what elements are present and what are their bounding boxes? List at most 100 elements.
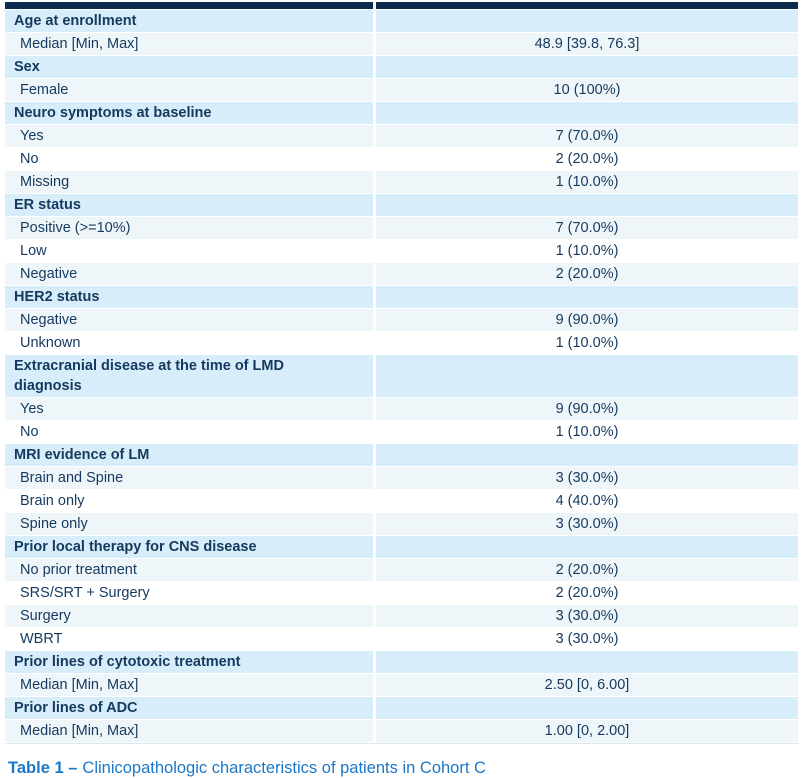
section-header-value-cell <box>376 286 798 308</box>
table-row: Negative 9 (90.0%) <box>5 309 798 331</box>
row-value: 10 (100%) <box>376 79 798 101</box>
caption-table-number: Table 1 – <box>8 759 78 777</box>
row-label: Female <box>5 79 373 101</box>
row-label: No prior treatment <box>5 559 373 581</box>
table-row: Median [Min, Max] 48.9 [39.8, 76.3] <box>5 33 798 55</box>
row-value: 2 (20.0%) <box>376 263 798 285</box>
section-header-value-cell <box>376 102 798 124</box>
row-label: Median [Min, Max] <box>5 674 373 696</box>
table-row: Surgery 3 (30.0%) <box>5 605 798 627</box>
row-value: 3 (30.0%) <box>376 628 798 650</box>
section-header-value-cell <box>376 10 798 32</box>
row-value: 4 (40.0%) <box>376 490 798 512</box>
section-header-label: Prior lines of ADC <box>5 697 373 719</box>
row-label: Spine only <box>5 513 373 535</box>
page: Age at enrollment Median [Min, Max] 48.9 [… <box>5 2 798 777</box>
row-label: WBRT <box>5 628 373 650</box>
row-value: 1 (10.0%) <box>376 240 798 262</box>
row-label: Brain only <box>5 490 373 512</box>
table-row: Positive (>=10%) 7 (70.0%) <box>5 217 798 239</box>
row-label: No <box>5 148 373 170</box>
section-header-label: HER2 status <box>5 286 373 308</box>
row-value: 3 (30.0%) <box>376 605 798 627</box>
row-value: 3 (30.0%) <box>376 467 798 489</box>
table-row: WBRT 3 (30.0%) <box>5 628 798 650</box>
section-header-value-cell <box>376 444 798 466</box>
top-border-left-segment <box>5 2 373 9</box>
section-header-label: Prior local therapy for CNS disease <box>5 536 373 558</box>
table-row: Female 10 (100%) <box>5 79 798 101</box>
table-row: Yes 7 (70.0%) <box>5 125 798 147</box>
section-header-row: HER2 status <box>5 286 798 308</box>
row-label: Brain and Spine <box>5 467 373 489</box>
row-label: Missing <box>5 171 373 193</box>
row-label: Unknown <box>5 332 373 354</box>
section-header-value-cell <box>376 697 798 719</box>
section-header-row: Prior lines of ADC <box>5 697 798 719</box>
section-header-row: ER status <box>5 194 798 216</box>
row-value: 1 (10.0%) <box>376 332 798 354</box>
row-label: Median [Min, Max] <box>5 33 373 55</box>
section-header-label: Neuro symptoms at baseline <box>5 102 373 124</box>
table-row: Yes 9 (90.0%) <box>5 398 798 420</box>
row-label: Median [Min, Max] <box>5 720 373 742</box>
row-value: 9 (90.0%) <box>376 398 798 420</box>
section-header-row: Age at enrollment <box>5 10 798 32</box>
row-value: 2 (20.0%) <box>376 148 798 170</box>
section-header-row: Prior lines of cytotoxic treatment <box>5 651 798 673</box>
section-header-row: MRI evidence of LM <box>5 444 798 466</box>
table-row: Brain and Spine 3 (30.0%) <box>5 467 798 489</box>
table-caption: Table 1 – Clinicopathologic characteristi… <box>8 758 798 778</box>
row-label: Yes <box>5 125 373 147</box>
row-label: Positive (>=10%) <box>5 217 373 239</box>
row-value: 9 (90.0%) <box>376 309 798 331</box>
section-header-value-cell <box>376 355 798 397</box>
row-label: Surgery <box>5 605 373 627</box>
table-row: Missing 1 (10.0%) <box>5 171 798 193</box>
top-border-right-segment <box>376 2 798 9</box>
section-header-label: Age at enrollment <box>5 10 373 32</box>
row-label: Negative <box>5 309 373 331</box>
row-value: 2 (20.0%) <box>376 582 798 604</box>
row-value: 7 (70.0%) <box>376 125 798 147</box>
table-row: Low 1 (10.0%) <box>5 240 798 262</box>
section-header-label: Extracranial disease at the time of LMD … <box>5 355 373 397</box>
table-row: No 2 (20.0%) <box>5 148 798 170</box>
section-header-row: Extracranial disease at the time of LMD … <box>5 355 798 397</box>
section-header-label: Prior lines of cytotoxic treatment <box>5 651 373 673</box>
row-value: 1 (10.0%) <box>376 171 798 193</box>
table-row: Negative 2 (20.0%) <box>5 263 798 285</box>
table-row: Median [Min, Max] 1.00 [0, 2.00] <box>5 720 798 742</box>
row-label: Negative <box>5 263 373 285</box>
section-header-row: Sex <box>5 56 798 78</box>
row-value: 48.9 [39.8, 76.3] <box>376 33 798 55</box>
section-header-row: Neuro symptoms at baseline <box>5 102 798 124</box>
section-header-row: Prior local therapy for CNS disease <box>5 536 798 558</box>
row-value: 2.50 [0, 6.00] <box>376 674 798 696</box>
table-row: No 1 (10.0%) <box>5 421 798 443</box>
characteristics-table: Age at enrollment Median [Min, Max] 48.9 [… <box>5 2 798 744</box>
table-row: Brain only 4 (40.0%) <box>5 490 798 512</box>
table-row: Unknown 1 (10.0%) <box>5 332 798 354</box>
row-label: Low <box>5 240 373 262</box>
section-header-label: ER status <box>5 194 373 216</box>
table-row: Spine only 3 (30.0%) <box>5 513 798 535</box>
caption-text: Clinicopathologic characteristics of pat… <box>82 759 486 777</box>
table-top-border <box>5 2 798 9</box>
section-header-value-cell <box>376 56 798 78</box>
row-label: No <box>5 421 373 443</box>
row-value: 2 (20.0%) <box>376 559 798 581</box>
section-header-label: MRI evidence of LM <box>5 444 373 466</box>
row-label: SRS/SRT + Surgery <box>5 582 373 604</box>
table-row: SRS/SRT + Surgery 2 (20.0%) <box>5 582 798 604</box>
section-header-label: Sex <box>5 56 373 78</box>
section-header-value-cell <box>376 194 798 216</box>
section-header-value-cell <box>376 651 798 673</box>
row-value: 1.00 [0, 2.00] <box>376 720 798 742</box>
table-row: No prior treatment 2 (20.0%) <box>5 559 798 581</box>
row-value: 3 (30.0%) <box>376 513 798 535</box>
row-value: 7 (70.0%) <box>376 217 798 239</box>
section-header-value-cell <box>376 536 798 558</box>
table-row: Median [Min, Max] 2.50 [0, 6.00] <box>5 674 798 696</box>
row-value: 1 (10.0%) <box>376 421 798 443</box>
